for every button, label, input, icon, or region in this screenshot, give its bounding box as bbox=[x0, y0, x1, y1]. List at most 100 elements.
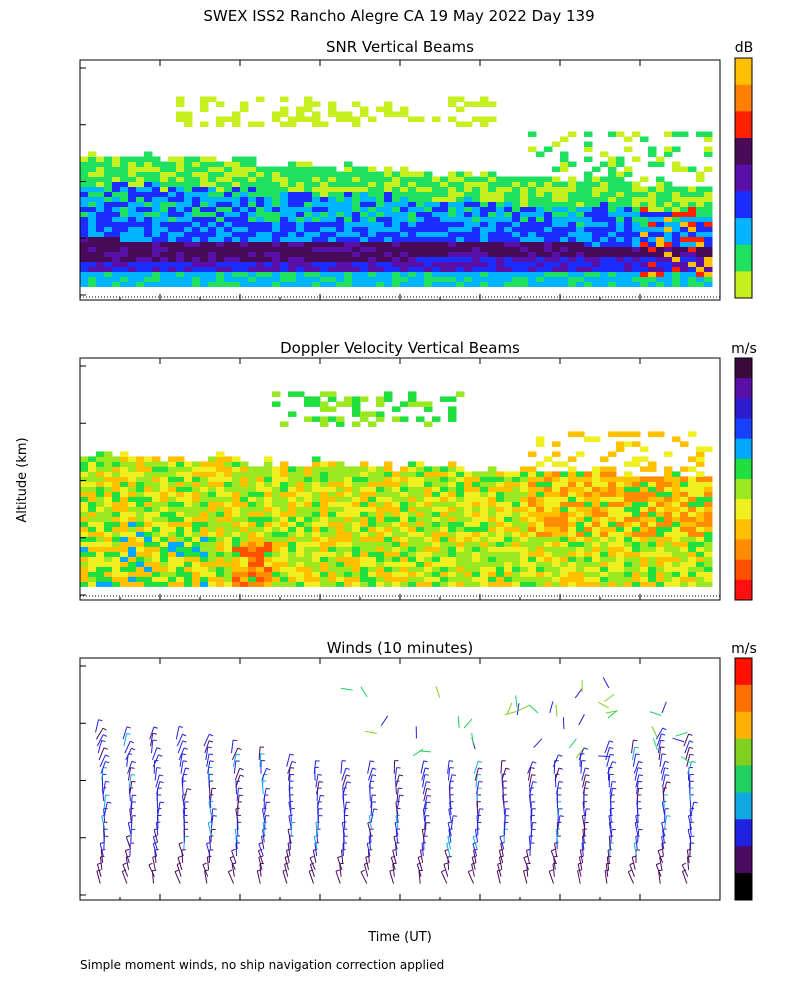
snr-cell bbox=[560, 206, 569, 212]
doppler-cell bbox=[520, 531, 529, 537]
wind-barb bbox=[342, 774, 347, 788]
wind-barb bbox=[500, 843, 504, 857]
snr-cell bbox=[304, 236, 313, 242]
doppler-cell bbox=[224, 581, 233, 587]
wind-barb bbox=[660, 761, 666, 774]
snr-cell bbox=[344, 271, 353, 277]
wind-barb bbox=[423, 801, 428, 815]
snr-cell bbox=[456, 186, 465, 192]
doppler-cell bbox=[184, 536, 193, 542]
doppler-cell bbox=[80, 536, 89, 542]
snr-cell bbox=[384, 221, 393, 227]
wind-barb bbox=[124, 741, 131, 754]
doppler-cell bbox=[248, 551, 257, 557]
wind-barb bbox=[102, 781, 106, 795]
snr-cell bbox=[696, 191, 705, 197]
snr-cell bbox=[688, 276, 697, 282]
snr-cell bbox=[408, 116, 417, 122]
wind-barb bbox=[557, 815, 561, 829]
snr-cell bbox=[360, 271, 369, 277]
snr-cell bbox=[376, 266, 385, 272]
snr-cell bbox=[584, 281, 593, 287]
wind-barb bbox=[607, 849, 610, 863]
snr-cell bbox=[216, 201, 225, 207]
snr-cell bbox=[432, 281, 441, 287]
doppler-cell bbox=[600, 531, 609, 537]
doppler-cell bbox=[264, 476, 273, 482]
snr-cell bbox=[560, 181, 569, 187]
snr-cell bbox=[256, 231, 265, 237]
snr-cell bbox=[408, 281, 417, 287]
wind-barb bbox=[548, 871, 555, 884]
doppler-cell bbox=[536, 521, 545, 527]
doppler-cell bbox=[128, 496, 137, 502]
snr-cell bbox=[528, 176, 537, 182]
snr-cell bbox=[496, 241, 505, 247]
doppler-cell bbox=[616, 576, 625, 582]
wind-barb-flag bbox=[105, 754, 110, 758]
snr-cell bbox=[376, 256, 385, 262]
snr-cell bbox=[208, 256, 217, 262]
snr-cell bbox=[424, 256, 433, 262]
snr-cell bbox=[296, 246, 305, 252]
doppler-cell bbox=[656, 581, 665, 587]
doppler-cell bbox=[616, 566, 625, 572]
wind-barb bbox=[657, 740, 662, 754]
snr-cell bbox=[200, 216, 209, 222]
wind-barb bbox=[96, 734, 104, 747]
wind-barb-flag bbox=[187, 788, 192, 791]
snr-cell bbox=[536, 241, 545, 247]
doppler-cell bbox=[120, 486, 129, 492]
doppler-cell bbox=[416, 551, 425, 557]
snr-cell bbox=[672, 281, 681, 287]
snr-cell bbox=[232, 186, 241, 192]
snr-cell bbox=[160, 246, 169, 252]
snr-cell bbox=[352, 201, 361, 207]
doppler-cell bbox=[600, 516, 609, 522]
snr-cell bbox=[168, 261, 177, 267]
snr-cell bbox=[280, 266, 289, 272]
doppler-cell bbox=[616, 476, 625, 482]
doppler-cell bbox=[528, 531, 537, 537]
wind-barb bbox=[448, 829, 452, 843]
doppler-cell bbox=[584, 566, 593, 572]
doppler-cell bbox=[312, 481, 321, 487]
snr-cell bbox=[216, 216, 225, 222]
snr-cell bbox=[656, 216, 665, 222]
doppler-cell bbox=[680, 511, 689, 517]
doppler-cell bbox=[464, 571, 473, 577]
doppler-cell bbox=[120, 451, 129, 457]
snr-cell bbox=[400, 201, 409, 207]
doppler-cell bbox=[80, 526, 89, 532]
snr-cell bbox=[568, 191, 577, 197]
snr-cell bbox=[280, 281, 289, 287]
snr-cell bbox=[560, 196, 569, 202]
wind-barb bbox=[365, 857, 370, 870]
snr-cell bbox=[416, 271, 425, 277]
snr-cell bbox=[120, 196, 129, 202]
wind-barb-flag bbox=[426, 787, 431, 790]
snr-cell bbox=[296, 266, 305, 272]
snr-cell bbox=[304, 191, 313, 197]
wind-barb bbox=[392, 863, 395, 877]
snr-cell bbox=[232, 176, 241, 182]
doppler-cell bbox=[192, 531, 201, 537]
doppler-cell bbox=[696, 551, 705, 557]
wind-barb bbox=[554, 843, 558, 857]
snr-cell bbox=[568, 231, 577, 237]
doppler-cell bbox=[704, 556, 713, 562]
doppler-cell bbox=[96, 551, 105, 557]
doppler-cell bbox=[312, 461, 321, 467]
snr-cell bbox=[384, 201, 393, 207]
doppler-cell bbox=[336, 526, 345, 532]
doppler-cell bbox=[184, 556, 193, 562]
snr-cell bbox=[272, 281, 281, 287]
snr-cell bbox=[488, 171, 497, 177]
doppler-cell bbox=[176, 526, 185, 532]
doppler-cell bbox=[128, 511, 137, 517]
snr-cell bbox=[136, 171, 145, 177]
doppler-cell bbox=[320, 391, 329, 397]
doppler-cell bbox=[536, 501, 545, 507]
snr-cell bbox=[152, 216, 161, 222]
doppler-cell bbox=[392, 556, 401, 562]
